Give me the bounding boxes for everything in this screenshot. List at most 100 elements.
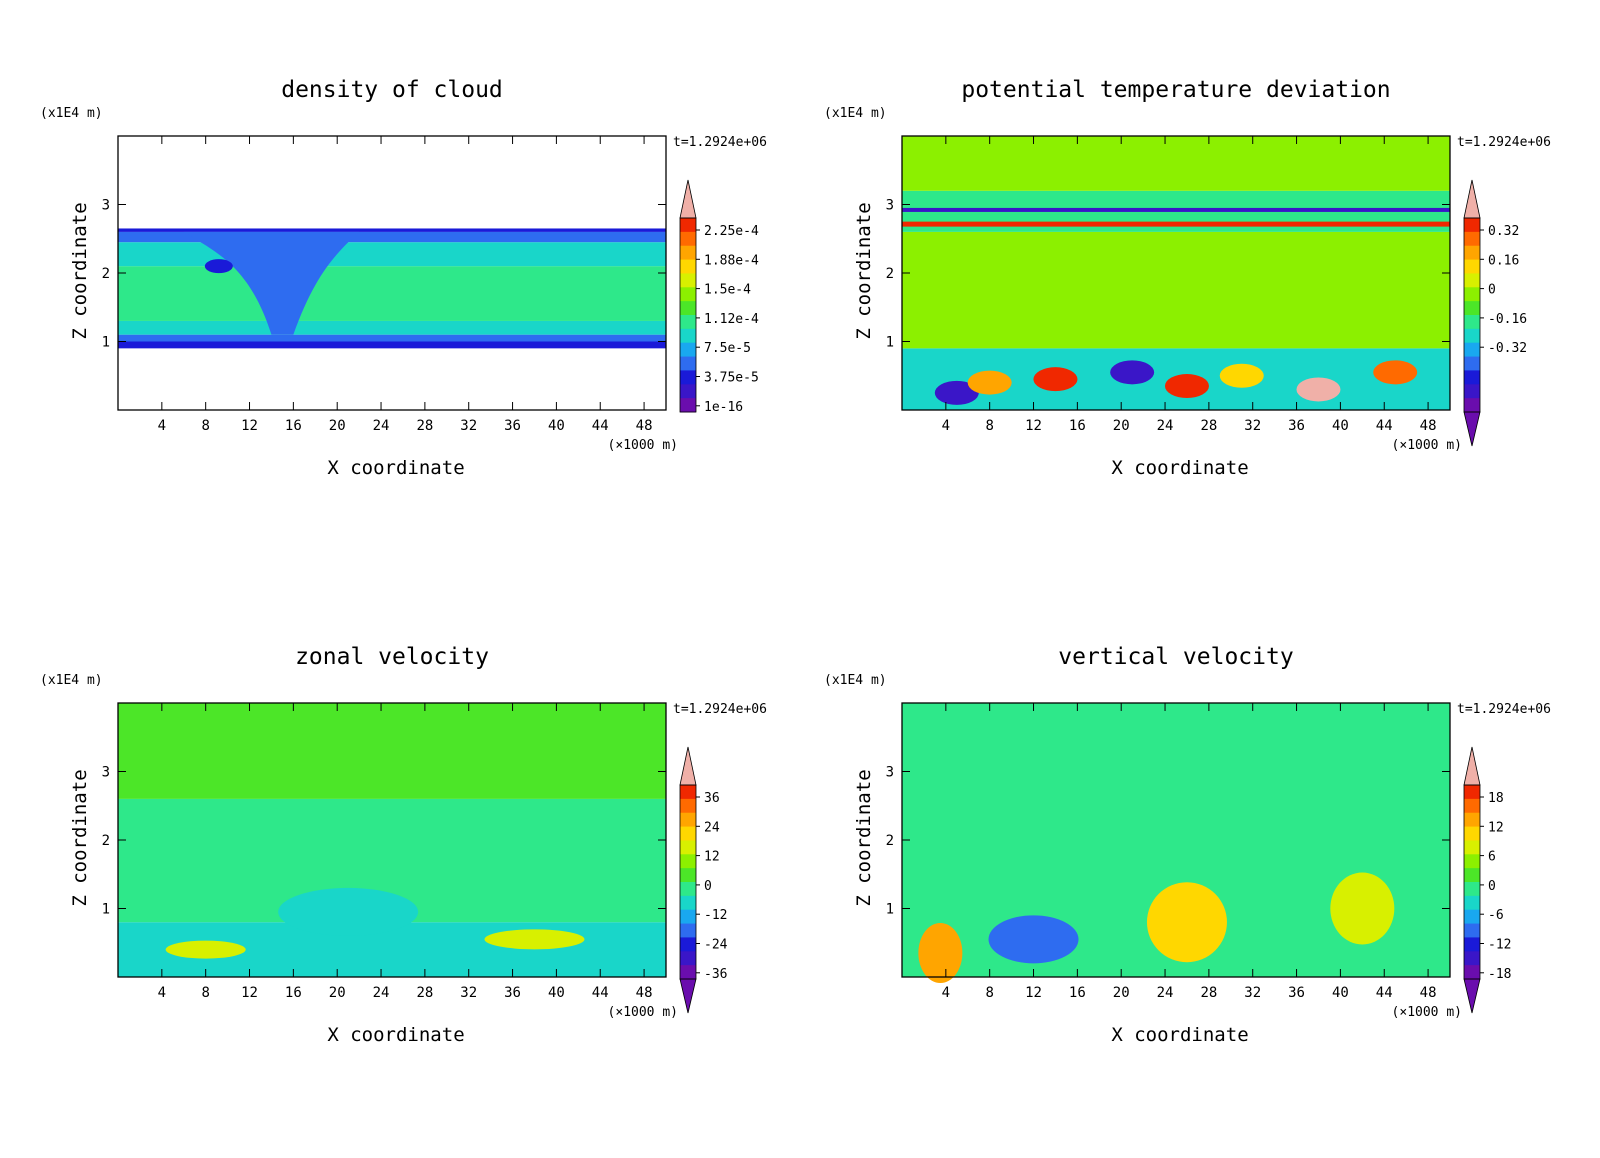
colorbar-swatch-3 <box>680 259 696 274</box>
x-tick-label-32: 32 <box>1244 418 1261 434</box>
colorbar-over-arrow <box>679 179 697 219</box>
colorbar-swatch-0 <box>1464 218 1480 233</box>
x-tick-label-36: 36 <box>504 418 521 434</box>
x-axis-unit: (×1000 m) <box>608 438 678 453</box>
colorbar-over-arrow <box>1463 746 1481 786</box>
colorbar-label-2-25e-4: 2.25e-4 <box>704 224 759 239</box>
field-band-2 <box>118 703 666 799</box>
y-tick-label-2: 2 <box>886 833 894 849</box>
y-tick-label-1: 1 <box>886 335 894 351</box>
x-tick-label-24: 24 <box>1157 985 1174 1001</box>
colorbar-swatch-8 <box>680 895 696 911</box>
y-axis-unit: (x1E4 m) <box>40 106 103 121</box>
colorbar-label-0: 0 <box>1488 879 1496 894</box>
colorbar-swatch-11 <box>680 937 696 952</box>
updraft-cell-2 <box>1146 882 1227 963</box>
colorbar-swatch-4 <box>680 273 696 288</box>
colorbar-swatch-12 <box>1464 951 1480 966</box>
colorbar-frame <box>679 217 697 413</box>
colorbar-under-arrow <box>1463 411 1481 447</box>
colorbar-swatch-5 <box>680 287 696 302</box>
turbulence-blob-5 <box>1219 363 1264 388</box>
x-tick-label-32: 32 <box>460 985 477 1001</box>
downdraft-cell <box>988 915 1079 964</box>
colorbar: 36 24 12 0 -12 -24 -36 <box>679 746 728 1014</box>
inversion-stripe <box>902 221 1450 227</box>
turbulence-blob-2 <box>1033 367 1078 392</box>
colorbar-over-arrow <box>679 746 697 786</box>
colorbar-swatch-1 <box>1464 798 1480 814</box>
colorbar-swatch-1 <box>680 798 696 814</box>
colorbar-label-0: 0 <box>704 879 712 894</box>
time-label: t=1.2924e+06 <box>1457 135 1551 150</box>
field-band-0 <box>118 341 666 349</box>
y-tick-label-1: 1 <box>886 902 894 918</box>
colorbar-swatch-7 <box>1464 315 1480 330</box>
x-axis-title: X coordinate <box>327 457 464 479</box>
colorbar-label-12: 12 <box>704 850 720 865</box>
x-tick-label-4: 4 <box>942 985 950 1001</box>
colorbar-swatch-0 <box>680 785 696 800</box>
x-tick-label-20: 20 <box>329 418 346 434</box>
colorbar-swatch-1 <box>1464 231 1480 247</box>
colorbar-swatch-7 <box>680 882 696 897</box>
turbulence-blob-1 <box>967 370 1012 395</box>
plot-area <box>902 703 1450 984</box>
colorbar-swatch-6 <box>680 301 696 316</box>
x-axis-title: X coordinate <box>1111 1024 1248 1046</box>
colorbar-frame <box>1463 784 1481 980</box>
colorbar-label-18: -18 <box>1488 967 1511 982</box>
x-tick-label-36: 36 <box>1288 985 1305 1001</box>
x-tick-label-40: 40 <box>548 418 565 434</box>
field-band-2 <box>118 320 666 335</box>
colorbar-swatch-5 <box>1464 854 1480 869</box>
plot-area <box>902 136 1450 410</box>
colorbar-label-6: 6 <box>1488 850 1496 865</box>
colorbar: 0.32 0.16 0 -0.16 -0.32 <box>1463 179 1527 447</box>
colorbar-swatch-13 <box>680 398 696 413</box>
field-band-1 <box>902 231 1450 349</box>
colorbar-swatch-0 <box>680 218 696 233</box>
x-tick-label-8: 8 <box>985 418 993 434</box>
colorbar-label-0-16: 0.16 <box>1488 253 1519 268</box>
colorbar-label-12: -12 <box>1488 938 1511 953</box>
field-band-3 <box>118 266 666 321</box>
panel-zonal-velocity: zonal velocity (x1E4 m) t=1.2924e+06 4 8 12 16… <box>0 567 800 1146</box>
colorbar-swatch-7 <box>680 315 696 330</box>
x-tick-label-48: 48 <box>636 985 653 1001</box>
colorbar-label-24: 24 <box>704 820 720 835</box>
y-axis-title: Z coordinate <box>69 769 91 906</box>
colorbar-swatch-3 <box>680 826 696 841</box>
colorbar-swatch-9 <box>680 342 696 358</box>
colorbar-label-24: -24 <box>704 938 728 953</box>
y-tick-label-3: 3 <box>886 765 894 781</box>
x-tick-label-20: 20 <box>329 985 346 1001</box>
chart-title: potential temperature deviation <box>961 77 1390 103</box>
y-tick-label-1: 1 <box>102 335 110 351</box>
x-tick-label-32: 32 <box>1244 985 1261 1001</box>
time-label: t=1.2924e+06 <box>673 702 767 717</box>
colorbar-swatch-2 <box>1464 812 1480 828</box>
x-tick-label-4: 4 <box>158 418 166 434</box>
colorbar-label-0-32: 0.32 <box>1488 224 1519 239</box>
y-tick-label-2: 2 <box>102 833 110 849</box>
x-axis-title: X coordinate <box>1111 457 1248 479</box>
colorbar-label-1e-16: 1e-16 <box>704 400 743 415</box>
colorbar-swatch-2 <box>1464 245 1480 261</box>
x-tick-label-12: 12 <box>241 985 258 1001</box>
x-tick-label-16: 16 <box>285 985 302 1001</box>
shear-layer-2 <box>165 940 246 959</box>
colorbar-label-1-5e-4: 1.5e-4 <box>704 283 751 298</box>
field-band-6 <box>118 228 666 232</box>
colorbar-swatch-12 <box>680 384 696 399</box>
inversion-stripe-2 <box>902 207 1450 212</box>
plot-area <box>118 136 666 410</box>
colorbar-swatch-10 <box>1464 356 1480 371</box>
colorbar-swatch-4 <box>680 840 696 855</box>
colorbar-label-3-75e-5: 3.75e-5 <box>704 371 759 386</box>
y-axis-title: Z coordinate <box>853 202 875 339</box>
colorbar-swatch-11 <box>1464 370 1480 385</box>
turbulence-blob-4 <box>1164 374 1209 399</box>
x-tick-label-20: 20 <box>1113 985 1130 1001</box>
x-tick-label-40: 40 <box>548 985 565 1001</box>
